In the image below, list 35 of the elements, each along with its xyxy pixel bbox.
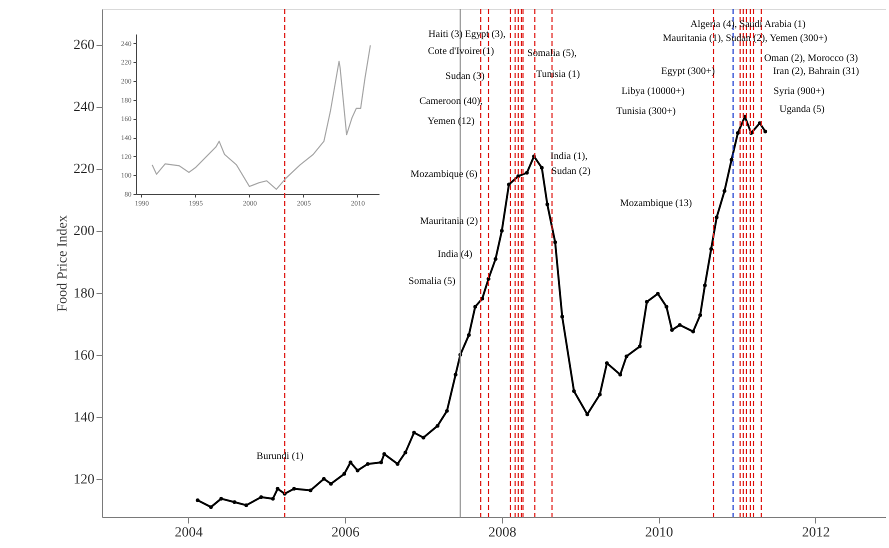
annotation: Yemen (12)	[427, 116, 475, 127]
y-tick-label: 140	[74, 410, 94, 426]
annotation: Mozambique (6)	[410, 169, 478, 180]
x-tick-label: 2006	[332, 526, 360, 540]
annotation: Algeria (4), Saudi Arabia (1)	[690, 19, 806, 30]
line-series	[152, 44, 371, 190]
annotation: India (4)	[438, 249, 472, 260]
x-tick-label: 2010	[645, 526, 674, 540]
annotation: Burundi (1)	[256, 451, 304, 462]
annotation: Libya (10000+)	[621, 86, 685, 97]
annotation: Somalia (5),	[527, 48, 577, 59]
annotation: Sudan (3)	[445, 71, 485, 82]
annotation: Tunisia (300+)	[616, 106, 676, 117]
annotation: Mauritania (2)	[420, 216, 478, 227]
y-tick-label: 220	[74, 162, 94, 178]
y-tick-label: 180	[74, 286, 94, 302]
annotation: India (1),	[550, 151, 588, 162]
y-tick-label: 260	[74, 38, 94, 54]
y-tick-label: 120	[74, 472, 94, 488]
y-axis-title: Food Price Index	[56, 215, 70, 312]
annotation: Iran (2), Bahrain (31)	[772, 66, 860, 77]
annotation: Oman (2), Morocco (3)	[764, 53, 858, 64]
y-tick-label: 200	[74, 224, 94, 240]
annotation: Egypt (300+)	[661, 66, 715, 77]
annotation: Mozambique (13)	[620, 198, 692, 209]
x-tick-label: 2004	[174, 526, 203, 540]
annotation: Uganda (5)	[779, 104, 825, 115]
y-tick-label: 160	[74, 348, 94, 364]
annotation: Cameroon (40),	[419, 96, 483, 107]
annotation: Somalia (5)	[408, 276, 456, 287]
y-tick-label: 240	[74, 100, 94, 116]
annotation: Syria (900+)	[774, 86, 824, 97]
x-tick-label: 2008	[488, 526, 516, 540]
x-tick-label: 2012	[802, 526, 830, 540]
annotation: Mauritania (1), Sudan (2), Yemen (300+)	[662, 33, 828, 44]
